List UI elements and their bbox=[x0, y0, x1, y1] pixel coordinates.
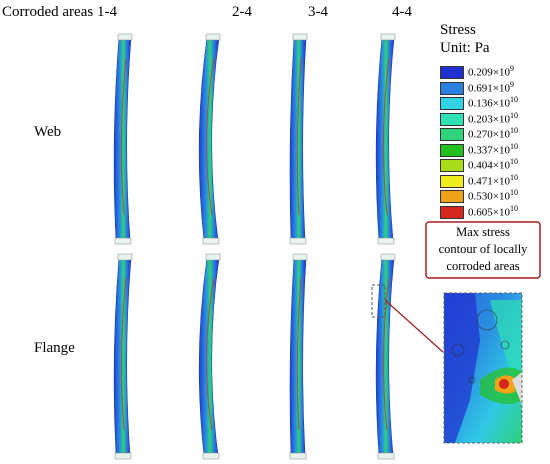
legend-label: 0.136×1010 bbox=[468, 95, 518, 110]
legend-exponent: 10 bbox=[509, 95, 518, 104]
legend-swatch bbox=[440, 97, 464, 110]
row-label: Flange bbox=[34, 340, 75, 356]
stress-streak bbox=[382, 57, 390, 216]
beams bbox=[113, 33, 396, 460]
stress-streak bbox=[205, 57, 215, 216]
legend-title: Stress bbox=[440, 22, 476, 38]
callout-line: corroded areas bbox=[446, 259, 520, 273]
beam-cap bbox=[289, 237, 307, 245]
beam bbox=[375, 37, 395, 241]
legend-mantissa: 0.337×10 bbox=[468, 144, 510, 157]
beam-cap bbox=[292, 253, 308, 261]
beam bbox=[113, 37, 132, 241]
column-label: 4-4 bbox=[392, 4, 412, 20]
stress-streak bbox=[205, 277, 215, 431]
legend-swatch bbox=[440, 205, 464, 219]
legend-mantissa: 0.530×10 bbox=[468, 190, 510, 203]
legend-exponent: 10 bbox=[509, 188, 518, 197]
legend-exponent: 9 bbox=[509, 64, 514, 73]
legend-swatch bbox=[440, 128, 464, 141]
beam-cap bbox=[205, 33, 221, 41]
legend-exponent: 10 bbox=[509, 172, 518, 182]
legend-mantissa: 0.404×10 bbox=[468, 159, 510, 172]
inset bbox=[443, 292, 523, 444]
stress-streak bbox=[120, 277, 127, 431]
legend-label: 0.209×109 bbox=[468, 64, 514, 79]
legend-unit: Unit: Pa bbox=[440, 40, 490, 56]
legend-exponent: 10 bbox=[509, 141, 518, 151]
beam-cap bbox=[289, 452, 307, 460]
beam-cap bbox=[377, 237, 395, 245]
legend-mantissa: 0.270×10 bbox=[468, 128, 510, 141]
beam-cap bbox=[117, 33, 133, 41]
beam bbox=[113, 257, 132, 456]
legend-exponent: 10 bbox=[509, 157, 518, 166]
beam-cap bbox=[292, 33, 308, 41]
beam-cap bbox=[117, 253, 133, 261]
column-label: Corroded areas 1-4 bbox=[2, 4, 117, 20]
legend-label: 0.530×1010 bbox=[468, 188, 518, 203]
legend-exponent: 10 bbox=[509, 203, 518, 213]
legend-exponent: 10 bbox=[509, 110, 518, 120]
legend-swatch bbox=[440, 112, 464, 126]
legend-swatch bbox=[440, 190, 464, 203]
legend-mantissa: 0.691×10 bbox=[468, 82, 510, 95]
column-label: 2-4 bbox=[232, 4, 252, 20]
beam-cap bbox=[380, 253, 396, 261]
beam bbox=[289, 257, 307, 456]
legend-mantissa: 0.203×10 bbox=[468, 113, 510, 126]
legend-swatch bbox=[440, 143, 464, 157]
legend-label: 0.404×1010 bbox=[468, 157, 518, 172]
legend-swatch bbox=[440, 81, 464, 95]
legend-label: 0.203×1010 bbox=[468, 111, 518, 126]
legend-label: 0.471×1010 bbox=[468, 173, 518, 188]
stress-streak bbox=[382, 277, 390, 431]
legend-exponent: 10 bbox=[509, 126, 518, 135]
callout: Max stress contour of locally corroded a… bbox=[426, 224, 540, 275]
legend-label: 0.605×1010 bbox=[468, 204, 518, 219]
beam-cap bbox=[380, 33, 396, 41]
row-label: Web bbox=[34, 124, 62, 140]
legend-swatch bbox=[440, 174, 464, 188]
beam-cap bbox=[114, 237, 132, 245]
beam-cap bbox=[114, 452, 132, 460]
beam bbox=[198, 37, 220, 241]
legend-swatch bbox=[440, 66, 464, 79]
zoom-link bbox=[384, 299, 444, 353]
stress-streak bbox=[296, 57, 302, 216]
column-label: 3-4 bbox=[308, 4, 328, 20]
beam-cap bbox=[205, 253, 221, 261]
legend-mantissa: 0.136×10 bbox=[468, 97, 510, 110]
beam-cap bbox=[202, 237, 220, 245]
legend-label: 0.337×1010 bbox=[468, 142, 518, 157]
legend-label: 0.691×109 bbox=[468, 80, 514, 95]
beam bbox=[198, 257, 220, 456]
stress-streak bbox=[296, 277, 302, 431]
legend-exponent: 9 bbox=[509, 79, 514, 89]
beam bbox=[289, 37, 307, 241]
beam-cap bbox=[377, 452, 395, 460]
legend-swatch bbox=[440, 159, 464, 172]
legend-mantissa: 0.471×10 bbox=[468, 175, 510, 188]
legend-label: 0.270×1010 bbox=[468, 126, 518, 141]
zoom-marker bbox=[371, 284, 386, 318]
beam-cap bbox=[202, 452, 220, 460]
callout-line: contour of locally bbox=[438, 242, 528, 256]
stress-streak bbox=[120, 57, 127, 216]
callout-box bbox=[425, 221, 541, 279]
callout-line: Max stress bbox=[456, 225, 510, 239]
legend-mantissa: 0.209×10 bbox=[468, 66, 510, 79]
legend-mantissa: 0.605×10 bbox=[468, 206, 510, 219]
